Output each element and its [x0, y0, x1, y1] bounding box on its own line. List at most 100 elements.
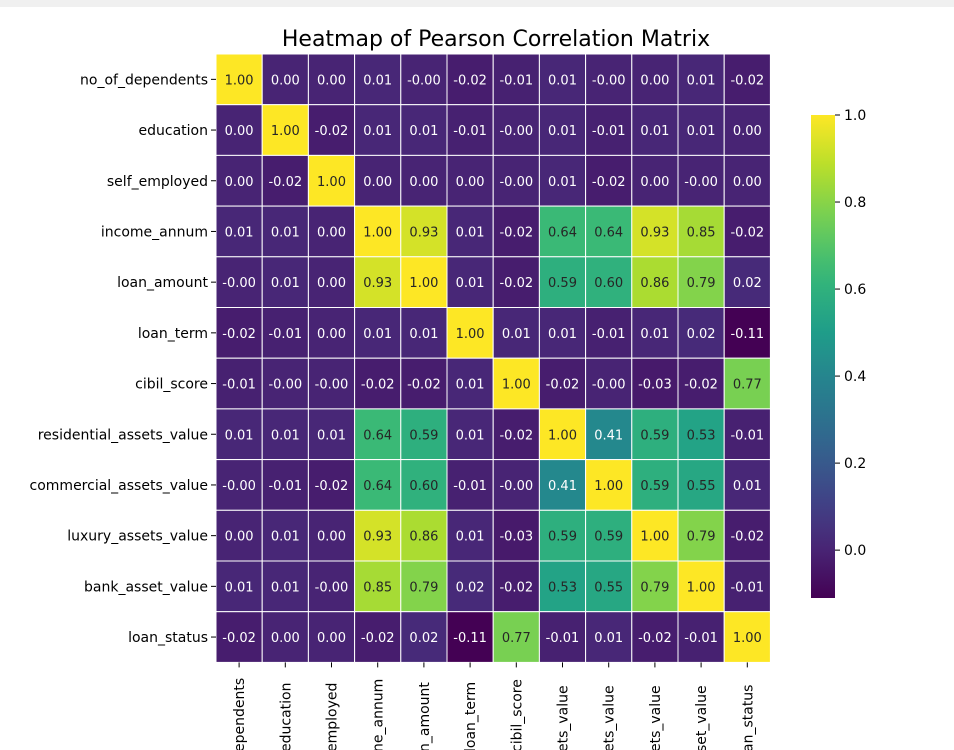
colorbar-gradient	[811, 115, 835, 598]
cell-value-label: 0.64	[594, 225, 623, 240]
heatmap-cell	[585, 104, 633, 156]
heatmap-cell	[538, 154, 587, 207]
cell-value-label: 0.00	[317, 327, 346, 342]
cell-value-label: 1.00	[456, 327, 485, 342]
cell-value-label: 0.02	[687, 327, 716, 342]
cell-value-label: -0.00	[407, 73, 441, 88]
cell-value-label: 0.01	[594, 631, 623, 646]
cell-value-label: -0.00	[592, 378, 626, 393]
cell-value-label: -0.00	[499, 479, 533, 494]
cell-value-label: 0.59	[594, 530, 623, 545]
heatmap-cell	[677, 459, 725, 511]
cell-value-label: -0.01	[268, 479, 302, 494]
heatmap-cell	[307, 154, 356, 207]
cell-value-label: -0.01	[499, 73, 533, 88]
cell-value-label: 0.93	[409, 225, 438, 240]
cell-value-label: -0.02	[499, 580, 533, 595]
row-label: loan_status	[128, 630, 208, 646]
heatmap-cell	[677, 104, 725, 156]
cell-value-label: -0.01	[684, 631, 718, 646]
column-label: an_status	[740, 685, 756, 750]
cell-value-label: 0.93	[640, 225, 669, 240]
cell-value-label: 0.00	[271, 73, 300, 88]
heatmap-cell	[354, 256, 402, 308]
heatmap-cell	[400, 408, 448, 461]
colorbar-tick-label: 0.2	[844, 456, 866, 472]
cell-value-label: -0.02	[222, 327, 256, 342]
cell-value-label: -0.02	[684, 378, 718, 393]
heatmap-cell	[723, 104, 771, 156]
row-label: luxury_assets_value	[67, 529, 208, 545]
cell-value-label: 0.86	[640, 276, 669, 291]
cell-value-label: 1.00	[271, 124, 300, 139]
cell-value-label: 0.01	[271, 580, 300, 595]
cell-value-label: 0.01	[271, 530, 300, 545]
row-label: loan_term	[138, 326, 208, 342]
cell-value-label: -0.01	[453, 124, 487, 139]
cell-value-label: 0.01	[548, 124, 577, 139]
heatmap-cell	[492, 560, 540, 613]
cell-value-label: 0.00	[317, 276, 346, 291]
heatmap-cell	[261, 307, 309, 359]
colorbar-tick-label: 0.0	[844, 543, 866, 559]
cell-value-label: 0.00	[317, 73, 346, 88]
heatmap-cell	[538, 53, 587, 106]
heatmap-cell	[400, 104, 448, 156]
cell-value-label: -0.02	[499, 276, 533, 291]
cell-value-label: -0.00	[592, 73, 626, 88]
cell-value-label: -0.01	[730, 428, 764, 443]
cell-value-label: -0.02	[315, 124, 349, 139]
cell-value-label: -0.00	[684, 175, 718, 190]
cell-value-label: 0.02	[409, 631, 438, 646]
cell-value-label: 0.01	[225, 428, 254, 443]
row-label: self_employed	[107, 174, 208, 190]
cell-value-label: 0.41	[548, 479, 577, 494]
heatmap-cell	[446, 459, 494, 511]
cell-value-label: 0.01	[271, 276, 300, 291]
cell-value-label: -0.02	[638, 631, 672, 646]
column-labels: ependents education employed ne_annum n_amou…	[232, 662, 756, 750]
heatmap-cell	[677, 408, 725, 461]
heatmap-cell	[631, 509, 679, 562]
heatmap-cell	[261, 560, 309, 613]
cell-value-label: -0.02	[315, 479, 349, 494]
cell-value-label: 0.01	[271, 225, 300, 240]
cell-value-label: 0.79	[687, 530, 716, 545]
heatmap-cell	[723, 154, 771, 207]
cell-value-label: 1.00	[317, 175, 346, 190]
row-label: bank_asset_value	[84, 579, 208, 595]
cell-value-label: -0.02	[730, 73, 764, 88]
cell-value-label: 0.01	[548, 73, 577, 88]
column-label: ets_value	[648, 685, 664, 750]
cell-value-label: 0.64	[363, 479, 392, 494]
cell-value-label: -0.01	[453, 479, 487, 494]
cell-value-label: 0.77	[502, 631, 531, 646]
heatmap-cell	[585, 53, 633, 106]
row-label: residential_assets_value	[38, 427, 208, 443]
row-label: no_of_dependents	[80, 72, 208, 88]
cell-value-label: 0.64	[363, 428, 392, 443]
heatmap-cell	[261, 408, 309, 461]
cell-value-label: 0.02	[733, 276, 762, 291]
heatmap-cell	[400, 154, 448, 207]
heatmap-cell	[307, 104, 356, 156]
heatmap-cell	[354, 154, 402, 207]
cell-value-label: -0.02	[222, 631, 256, 646]
cell-value-label: -0.01	[222, 378, 256, 393]
heatmap-cell	[631, 256, 679, 308]
heatmap-cell	[723, 408, 771, 461]
heatmap-cell	[215, 560, 263, 613]
cell-value-label: 0.00	[225, 175, 254, 190]
cell-value-label: 0.93	[363, 276, 392, 291]
heatmap-cell	[677, 53, 725, 106]
heatmap-cell	[446, 154, 494, 207]
heatmap-cell	[307, 459, 356, 511]
heatmap-cell	[261, 459, 309, 511]
cell-value-label: 0.59	[640, 479, 669, 494]
cell-value-label: 0.01	[687, 124, 716, 139]
cell-value-label: 1.00	[363, 225, 392, 240]
cell-value-label: -0.02	[361, 378, 395, 393]
heatmap-cell	[446, 611, 494, 663]
heatmap-cell	[492, 256, 540, 308]
cell-value-label: -0.02	[730, 225, 764, 240]
